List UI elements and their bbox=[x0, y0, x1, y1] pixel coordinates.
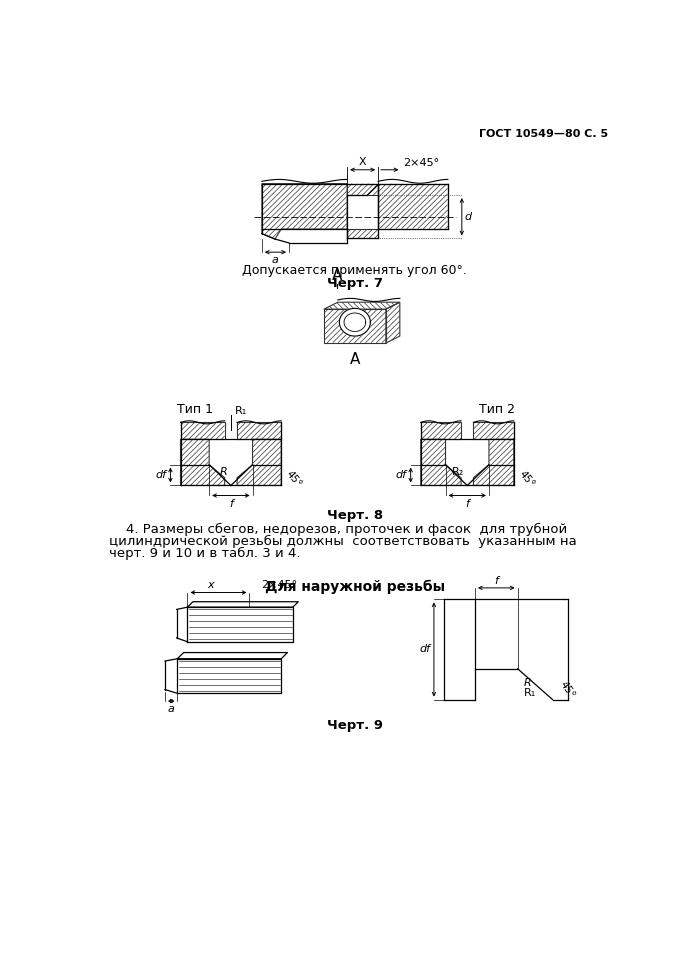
Text: ГОСТ 10549—80 С. 5: ГОСТ 10549—80 С. 5 bbox=[480, 129, 608, 139]
Text: 2×45°: 2×45° bbox=[261, 580, 298, 590]
Text: A: A bbox=[332, 268, 342, 283]
Text: Черт. 8: Черт. 8 bbox=[327, 508, 383, 522]
Text: цилиндрической резьбы должны  соответствовать  указанным на: цилиндрической резьбы должны соответство… bbox=[109, 535, 577, 548]
Text: d: d bbox=[465, 212, 472, 222]
Text: X: X bbox=[359, 157, 366, 167]
Text: Тип 1: Тип 1 bbox=[176, 403, 213, 416]
Text: df: df bbox=[155, 470, 167, 480]
Text: 4. Размеры сбегов, недорезов, проточек и фасок  для трубной: 4. Размеры сбегов, недорезов, проточек и… bbox=[109, 522, 568, 536]
Text: Черт. 9: Черт. 9 bbox=[327, 718, 383, 732]
Text: Для наружной резьбы: Для наружной резьбы bbox=[265, 580, 445, 595]
Text: R₂: R₂ bbox=[452, 468, 464, 477]
Text: f: f bbox=[229, 499, 233, 508]
Text: df: df bbox=[419, 644, 430, 654]
Text: R: R bbox=[219, 468, 227, 477]
Text: 45°: 45° bbox=[284, 469, 304, 489]
Text: R₁: R₁ bbox=[524, 688, 536, 698]
Polygon shape bbox=[340, 308, 370, 336]
Text: 45°: 45° bbox=[517, 469, 536, 489]
Text: x: x bbox=[207, 580, 214, 590]
Text: a: a bbox=[272, 256, 279, 265]
Text: A: A bbox=[350, 352, 360, 367]
Text: 45°: 45° bbox=[558, 679, 577, 701]
Text: Черт. 7: Черт. 7 bbox=[327, 277, 383, 290]
Text: f: f bbox=[494, 575, 498, 585]
Text: черт. 9 и 10 и в табл. 3 и 4.: черт. 9 и 10 и в табл. 3 и 4. bbox=[109, 547, 301, 560]
Text: f: f bbox=[466, 499, 469, 508]
Text: Тип 2: Тип 2 bbox=[479, 403, 515, 416]
Text: 2×45°: 2×45° bbox=[403, 158, 439, 168]
Text: Допускается применять угол 60°.: Допускается применять угол 60°. bbox=[242, 264, 468, 277]
Text: a: a bbox=[168, 704, 174, 714]
Text: df: df bbox=[395, 470, 407, 480]
Text: R: R bbox=[524, 678, 531, 688]
Text: R₁: R₁ bbox=[234, 406, 247, 416]
